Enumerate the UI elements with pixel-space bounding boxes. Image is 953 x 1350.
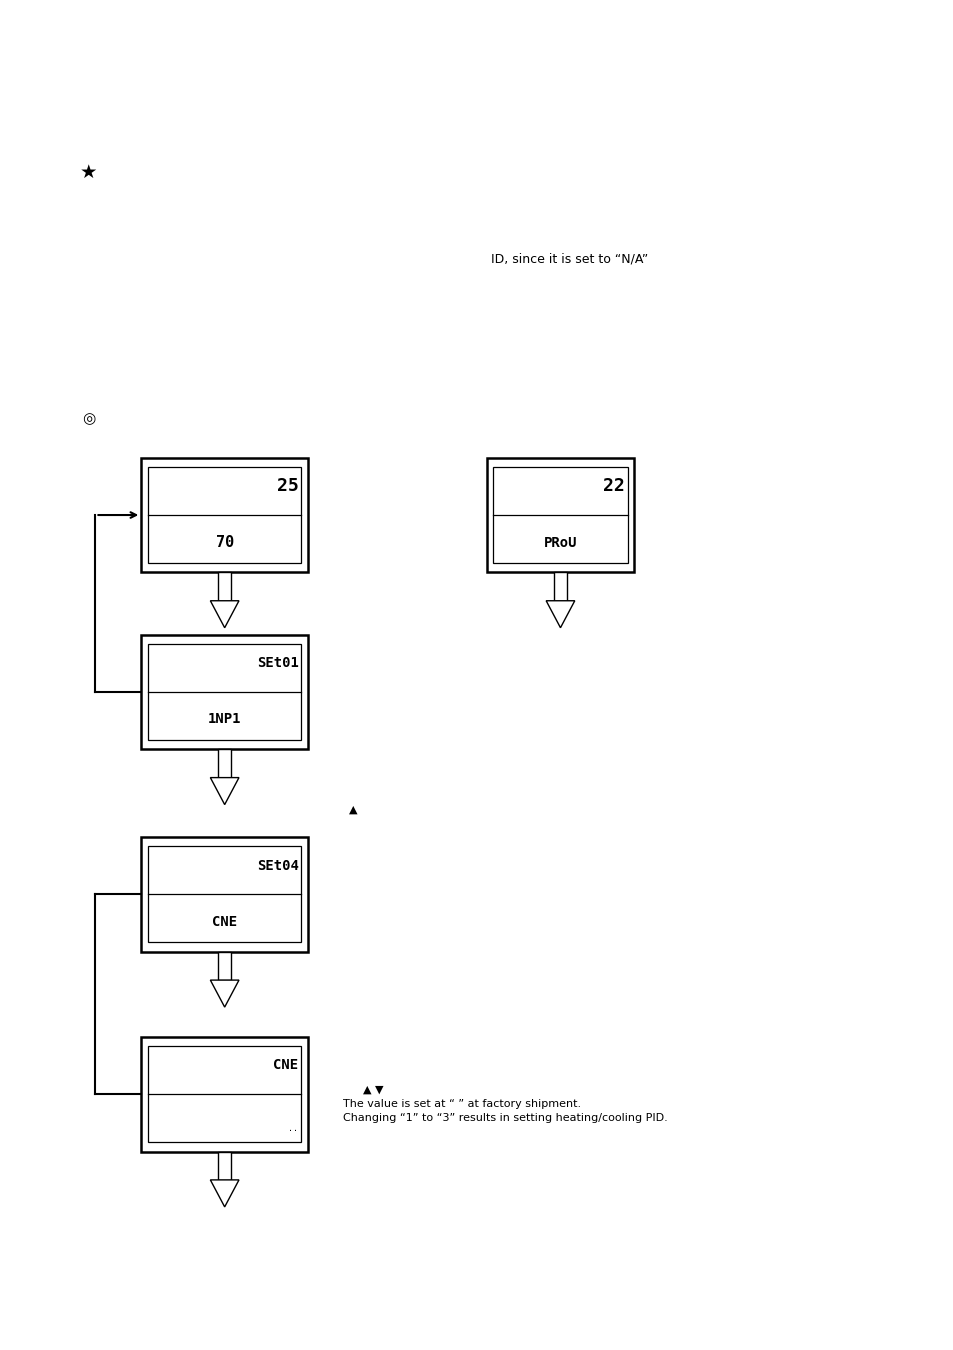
Polygon shape xyxy=(210,980,238,1007)
Polygon shape xyxy=(545,601,574,628)
Bar xyxy=(148,1046,301,1142)
Text: Changing “1” to “3” results in setting heating/cooling PID.: Changing “1” to “3” results in setting h… xyxy=(343,1112,667,1123)
Bar xyxy=(148,644,301,740)
Text: ★: ★ xyxy=(80,163,97,182)
Bar xyxy=(486,458,634,572)
Text: 1NP1: 1NP1 xyxy=(208,713,241,726)
Bar xyxy=(493,467,627,563)
Text: CNE: CNE xyxy=(212,915,237,929)
Text: ▲ ▼: ▲ ▼ xyxy=(362,1084,382,1095)
Bar xyxy=(218,749,231,778)
Bar xyxy=(218,952,231,980)
Text: ◎: ◎ xyxy=(82,410,95,427)
Bar xyxy=(218,572,231,601)
Bar xyxy=(148,846,301,942)
Text: 22: 22 xyxy=(602,478,624,495)
Text: ..: .. xyxy=(288,1125,297,1133)
Bar xyxy=(141,1037,308,1152)
Text: SEt01: SEt01 xyxy=(256,656,298,670)
Text: The value is set at “ ” at factory shipment.: The value is set at “ ” at factory shipm… xyxy=(343,1099,581,1110)
Bar xyxy=(554,572,566,601)
Bar xyxy=(141,837,308,952)
Bar xyxy=(141,634,308,749)
Polygon shape xyxy=(210,601,238,628)
Polygon shape xyxy=(210,778,238,805)
Text: 70: 70 xyxy=(215,535,233,549)
Text: PRoU: PRoU xyxy=(543,536,577,549)
Bar xyxy=(148,467,301,563)
Polygon shape xyxy=(210,1180,238,1207)
Text: CNE: CNE xyxy=(274,1058,298,1072)
Text: ID, since it is set to “N/A”: ID, since it is set to “N/A” xyxy=(491,252,648,266)
Text: SEt04: SEt04 xyxy=(256,859,298,872)
Bar xyxy=(218,1152,231,1180)
Text: ▲: ▲ xyxy=(349,805,356,815)
Text: 25: 25 xyxy=(276,478,298,495)
Bar xyxy=(141,458,308,572)
